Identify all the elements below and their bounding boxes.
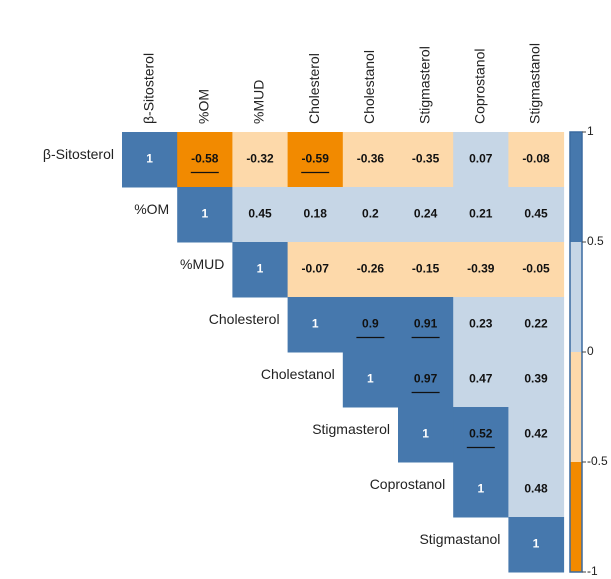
cell-value: 0.2 [362,207,379,221]
cell [398,352,454,408]
cell-value: 0.9 [362,317,379,331]
cell [398,407,454,463]
colorbar-tick-label: -1 [587,564,598,578]
row-label: Cholestanol [261,366,335,382]
cell [342,242,399,298]
cell-value: 0.45 [248,207,272,221]
cell-value: 0.45 [524,207,548,221]
cell-value: -0.39 [467,262,495,276]
cell [508,462,565,518]
colorbar-tick-label: 0.5 [587,234,604,248]
cell [453,132,509,188]
cell [453,407,509,463]
row-label: %MUD [180,256,224,272]
column-label: Stigmasterol [416,46,432,124]
cell-value: -0.36 [357,152,385,166]
cell [122,132,178,188]
cell [508,297,565,353]
cell-value: -0.15 [412,262,440,276]
colorbar-segment [570,242,582,352]
cell-value: 1 [477,482,484,496]
cell-value: -0.58 [191,152,219,166]
cell-value: 0.21 [469,207,493,221]
cell-value: 1 [257,262,264,276]
cell-value: 0.07 [469,152,493,166]
cell [398,297,454,353]
colorbar-tick-label: 1 [587,124,594,138]
cell-value: -0.32 [246,152,274,166]
cell [453,187,509,243]
row-label: Cholesterol [209,311,280,327]
cell [177,132,233,188]
cell-value: 0.18 [304,207,328,221]
row-label: Stigmasterol [312,421,390,437]
colorbar-tick-label: 0 [587,344,594,358]
cell-value: -0.08 [522,152,550,166]
cell [398,132,454,188]
column-label: Cholesterol [306,53,322,124]
cell [287,132,344,188]
cell-value: 1 [533,537,540,551]
cell [287,242,344,298]
colorbar-segment [570,462,582,572]
cell-value: 0.48 [524,482,548,496]
cell [342,297,399,353]
cell [232,242,289,298]
cell-value: -0.07 [302,262,330,276]
cell [342,352,399,408]
cell [508,517,565,573]
row-label: %OM [134,201,169,217]
cell [398,187,454,243]
column-label: β-Sitosterol [140,53,156,124]
cell [453,352,509,408]
cell [287,297,344,353]
column-label: %OM [196,89,212,124]
cell-value: 1 [312,317,319,331]
cell-value: 1 [146,152,153,166]
cell [342,187,399,243]
cell [232,132,289,188]
cell [508,242,565,298]
cell [177,187,233,243]
row-label: β-Sitosterol [43,146,114,162]
cell-value: 1 [201,207,208,221]
colorbar-segment [570,132,582,242]
cell [232,187,289,243]
cell [508,132,565,188]
colorbar-segment [570,352,582,462]
cell-value: -0.35 [412,152,440,166]
cell [453,462,509,518]
cell-value: 0.42 [524,427,548,441]
cell-value: -0.26 [357,262,385,276]
cell [508,407,565,463]
column-label: %MUD [251,80,267,124]
cell-value: 1 [422,427,429,441]
cell [508,352,565,408]
cell-value: -0.05 [522,262,550,276]
cell [287,187,344,243]
row-label: Coprostanol [370,476,446,492]
cell [398,242,454,298]
cell-value: 0.23 [469,317,493,331]
column-label: Coprostanol [472,49,488,125]
cell-value: -0.59 [302,152,330,166]
cell [508,187,565,243]
cell [453,242,509,298]
column-label: Cholestanol [361,50,377,124]
cell-value: 0.47 [469,372,493,386]
cell-value: 1 [367,372,374,386]
cell [453,297,509,353]
row-label: Stigmastanol [419,531,500,547]
column-label: Stigmastanol [527,43,543,124]
colorbar-tick-label: -0.5 [587,454,608,468]
cell-value: 0.22 [524,317,548,331]
cell-value: 0.24 [414,207,438,221]
cell-value: 0.97 [414,372,438,386]
cell-value: 0.52 [469,427,493,441]
cell [342,132,399,188]
cell-value: 0.91 [414,317,438,331]
cell-value: 0.39 [524,372,548,386]
